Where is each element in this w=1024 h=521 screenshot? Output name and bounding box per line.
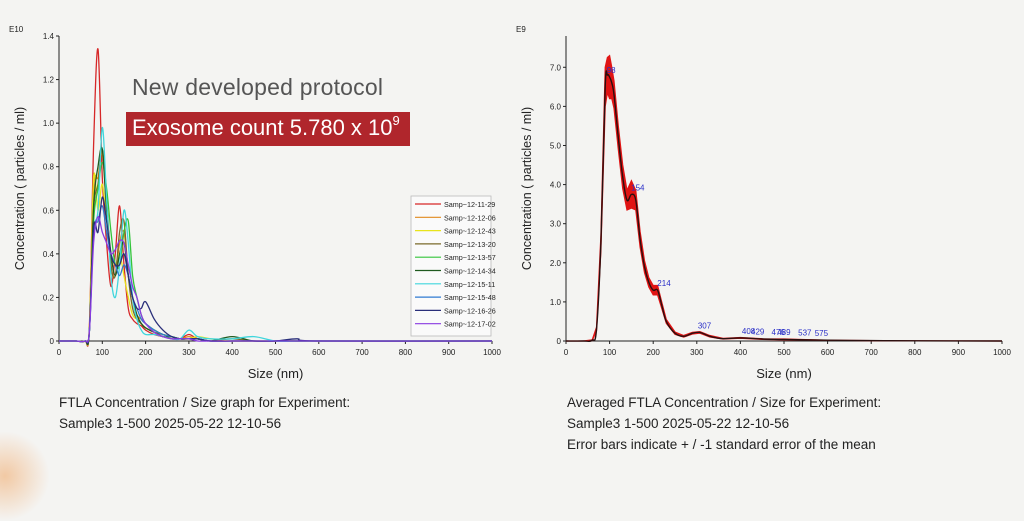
peak-annotation: 537 (798, 328, 812, 337)
exosome-count-badge: Exosome count 5.780 x 109 (126, 112, 410, 146)
y-tick-label: 1.0 (43, 119, 55, 128)
x-tick-label: 900 (952, 348, 966, 357)
y-tick-label: 0 (557, 337, 562, 346)
x-tick-label: 800 (908, 348, 922, 357)
x-tick-label: 200 (647, 348, 661, 357)
y-tick-label: 2.0 (550, 259, 562, 268)
x-tick-label: 400 (226, 348, 240, 357)
peak-annotation: 575 (815, 329, 829, 338)
y-axis-label: Concentration ( particles / ml) (13, 107, 27, 270)
y-tick-label: 0.2 (43, 293, 55, 302)
legend: Samp~12-11-29 Samp~12-12-06 Samp~12-12-43 S… (410, 195, 496, 337)
y-tick-label: 0 (50, 337, 55, 346)
x-tick-label: 300 (182, 348, 196, 357)
legend-label: Samp~12-12-43 (444, 227, 496, 236)
y-tick-label: 6.0 (550, 102, 562, 111)
y-axis-label: Concentration ( particles / ml) (520, 107, 534, 270)
legend-box (410, 195, 492, 337)
peak-annotation: 307 (698, 321, 712, 330)
x-tick-label: 0 (564, 348, 569, 357)
right-caption-line1: Averaged FTLA Concentration / Size for E… (567, 395, 882, 410)
legend-label: Samp~12-13-20 (444, 240, 496, 249)
y-tick-label: 1.4 (43, 32, 55, 41)
right-caption-line2: Sample3 1-500 2025-05-22 12-10-56 (567, 416, 790, 431)
peak-annotation: 489 (777, 328, 791, 337)
legend-label: Samp~12-15-11 (444, 280, 495, 289)
left-caption-line1: FTLA Concentration / Size graph for Expe… (59, 395, 351, 410)
x-tick-label: 1000 (993, 348, 1011, 357)
x-tick-label: 1000 (483, 348, 501, 357)
x-tick-label: 900 (442, 348, 456, 357)
legend-label: Samp~12-11-29 (444, 200, 495, 209)
y-tick-label: 3.0 (550, 220, 562, 229)
peak-annotation: 98 (607, 66, 616, 75)
peak-annotation: 408 (742, 327, 756, 336)
y-tick-label: 0.6 (43, 206, 55, 215)
legend-label: Samp~12-16-26 (444, 306, 496, 315)
x-tick-label: 600 (312, 348, 326, 357)
x-tick-label: 800 (399, 348, 413, 357)
peak-annotation: 429 (751, 328, 765, 337)
y-tick-label: 0.4 (43, 250, 55, 259)
error-band (566, 54, 1003, 342)
exosome-count-exponent: 9 (392, 113, 400, 128)
x-tick-label: 400 (734, 348, 748, 357)
y-exponent-label: E10 (9, 25, 24, 34)
peak-annotation: 214 (657, 279, 671, 288)
legend-label: Samp~12-14-34 (444, 267, 496, 276)
left-caption-line2: Sample3 1-500 2025-05-22 12-10-56 (59, 416, 282, 431)
x-tick-label: 200 (139, 348, 153, 357)
y-tick-label: 1.0 (550, 298, 562, 307)
legend-label: Samp~12-15-48 (444, 293, 496, 302)
y-exponent-label: E9 (516, 25, 526, 34)
legend-label: Samp~12-12-06 (444, 213, 496, 222)
y-tick-label: 1.2 (43, 76, 55, 85)
series-line-Samp~12-17-02 (58, 216, 492, 343)
exosome-count-text: Exosome count 5.780 x 10 (132, 115, 393, 140)
corner-glow (0, 431, 50, 521)
peak-annotation: 154 (631, 183, 645, 192)
chart-averaged-size-distribution: 0 100 200 300 400 500 600 700 800 900 1000 0 1.0 2.0 3… (516, 25, 1011, 381)
x-tick-label: 100 (603, 348, 617, 357)
y-tick-label: 7.0 (550, 63, 562, 72)
y-tick-label: 4.0 (550, 181, 562, 190)
x-tick-label: 500 (269, 348, 283, 357)
left-caption: FTLA Concentration / Size graph for Expe… (59, 392, 350, 434)
legend-label: Samp~12-13-57 (444, 253, 496, 262)
x-tick-label: 0 (57, 348, 62, 357)
mean-line (565, 70, 1003, 343)
x-tick-label: 700 (355, 348, 369, 357)
right-caption-line3: Error bars indicate + / -1 standard erro… (567, 437, 876, 452)
x-tick-label: 700 (865, 348, 879, 357)
protocol-title: New developed protocol (132, 74, 384, 100)
right-caption: Averaged FTLA Concentration / Size for E… (567, 392, 881, 455)
x-axis-label: Size (nm) (756, 366, 812, 381)
x-tick-label: 600 (821, 348, 835, 357)
x-tick-label: 300 (690, 348, 704, 357)
legend-label: Samp~12-17-02 (444, 320, 496, 329)
x-tick-label: 100 (96, 348, 110, 357)
y-tick-label: 0.8 (43, 163, 55, 172)
y-tick-label: 5.0 (550, 141, 562, 150)
chart-size-distribution-samples: 0 100 200 300 400 500 600 700 800 900 1000 0 0.2 0.4 0… (9, 25, 501, 381)
peak-annotation: 476 (772, 328, 786, 337)
x-axis-label: Size (nm) (248, 366, 304, 381)
x-tick-label: 500 (777, 348, 791, 357)
